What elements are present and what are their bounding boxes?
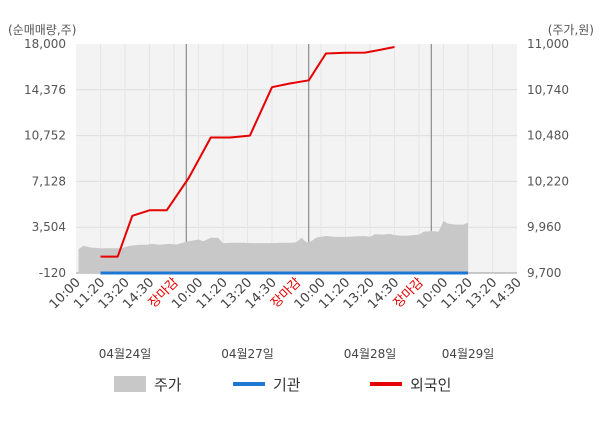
left-tick-label: 18,000 xyxy=(24,37,66,51)
right-tick-label: 10,480 xyxy=(527,129,569,143)
date-label: 04월29일 xyxy=(442,347,495,361)
x-axis: 10:0011:2013:2014:30장마감10:0011:2013:2014… xyxy=(47,275,525,312)
legend-label: 기관 xyxy=(273,376,301,394)
left-axis: (순매매량,주) 18,000 14,376 10,752 7,128 3,504 -12… xyxy=(8,23,76,280)
date-label: 04월28일 xyxy=(344,347,397,361)
right-tick-label: 10,740 xyxy=(527,83,569,97)
left-tick-label: 3,504 xyxy=(32,220,66,234)
right-axis-unit: (주가,원) xyxy=(548,23,594,37)
series-area-주가 xyxy=(78,221,468,273)
right-tick-label: 11,000 xyxy=(527,37,569,51)
right-tick-label: 9,700 xyxy=(527,266,561,280)
series-layer xyxy=(78,46,468,275)
legend: 주가 기관 외국인 xyxy=(114,376,451,394)
legend-label: 외국인 xyxy=(410,376,451,394)
left-axis-unit: (순매매량,주) xyxy=(8,23,76,37)
date-label: 04월24일 xyxy=(99,347,152,361)
left-tick-label: -120 xyxy=(39,266,66,280)
date-labels: 04월24일 04월27일 04월28일 04월29일 xyxy=(99,347,495,361)
left-tick-label: 10,752 xyxy=(24,129,66,143)
left-tick-label: 7,128 xyxy=(32,174,66,188)
series-line-외국인 xyxy=(100,46,395,258)
legend-label: 주가 xyxy=(154,376,182,394)
right-axis: (주가,원) 11,000 10,740 10,480 10,220 9,960 9,70… xyxy=(527,23,594,280)
legend-swatch-line xyxy=(370,382,402,386)
left-tick-label: 14,376 xyxy=(24,83,66,97)
legend-swatch-line xyxy=(233,382,265,386)
right-tick-label: 10,220 xyxy=(527,174,569,188)
legend-swatch-box xyxy=(114,376,146,392)
right-tick-label: 9,960 xyxy=(527,220,561,234)
date-label: 04월27일 xyxy=(221,347,274,361)
